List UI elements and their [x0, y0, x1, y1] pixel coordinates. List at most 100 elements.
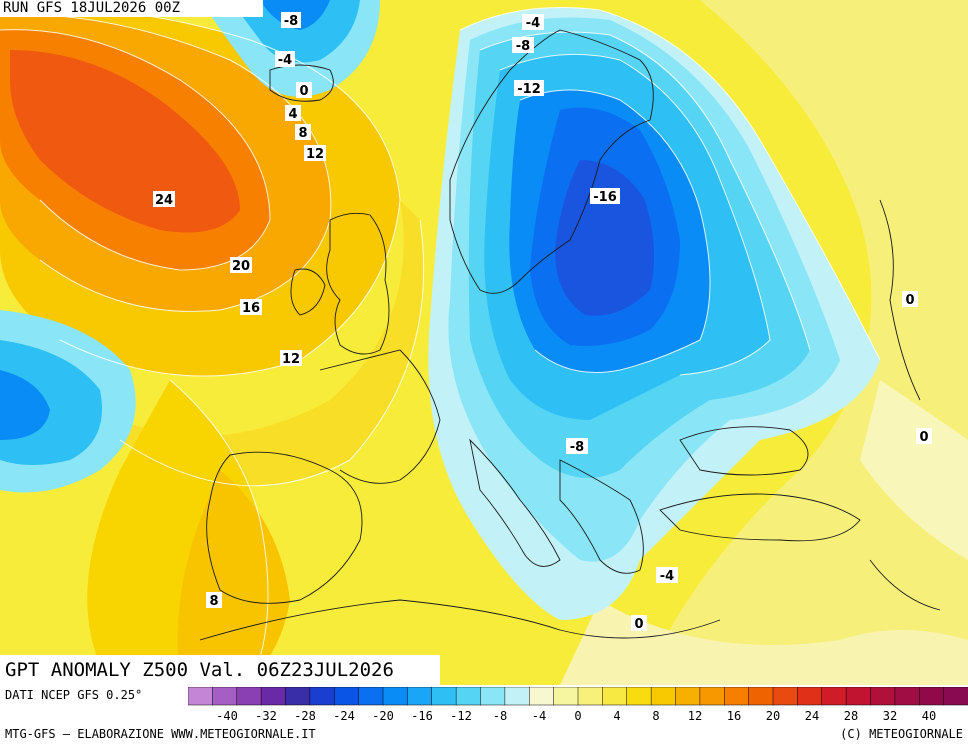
- color-scale-swatch: [919, 687, 945, 706]
- credit-right: (C) METEOGIORNALE: [840, 727, 963, 741]
- contour-label: 8: [206, 592, 222, 609]
- color-scale-swatch: [602, 687, 628, 706]
- anomaly-atlantic-12: [120, 200, 424, 486]
- color-scale-swatch: [407, 687, 433, 706]
- svg-text:-4: -4: [526, 16, 540, 31]
- color-scale-tick-label: 16: [726, 709, 742, 723]
- color-scale-swatch: [577, 687, 604, 706]
- color-scale-swatch: [236, 687, 262, 706]
- color-scale-swatch: [480, 687, 506, 706]
- svg-text:-4: -4: [660, 569, 674, 584]
- svg-text:0: 0: [634, 617, 643, 632]
- field-east-light: [640, 0, 968, 685]
- color-scale-swatch: [894, 687, 921, 706]
- color-scale-swatch: [188, 687, 214, 706]
- color-scale-swatch: [699, 687, 726, 706]
- color-scale-tick-label: -16: [411, 709, 433, 723]
- color-scale-swatch: [285, 687, 311, 706]
- color-scale-tick-label: -32: [255, 709, 277, 723]
- svg-text:0: 0: [905, 293, 914, 308]
- color-scale-swatch: [334, 687, 360, 706]
- svg-text:-8: -8: [570, 440, 584, 455]
- contour-label: -4: [656, 567, 678, 584]
- contour-label: 8: [295, 124, 311, 141]
- color-scale-tick-label: -20: [372, 709, 394, 723]
- anomaly-map: -8 -4 0 4 8 12 24 20 16 12 8 -4 -8 -12 -…: [0, 0, 968, 685]
- coastlines: [199, 29, 941, 641]
- contour-label-group: -8 -4 0 4 8 12 24 20 16 12 8 -4 -8 -12 -…: [153, 12, 932, 632]
- contour-label: 12: [304, 145, 326, 162]
- color-scale-swatch: [212, 687, 238, 706]
- color-scale-tick-label: 32: [882, 709, 898, 723]
- contour-label: -16: [590, 188, 620, 205]
- color-scale-swatch: [650, 687, 677, 706]
- svg-text:8: 8: [209, 594, 218, 609]
- svg-text:12: 12: [306, 147, 324, 162]
- color-scale-tick-label: -40: [216, 709, 238, 723]
- color-scale-tick-label: 12: [687, 709, 703, 723]
- svg-text:0: 0: [299, 84, 308, 99]
- color-scale-swatch: [724, 687, 750, 706]
- color-scale-tick-label: -8: [492, 709, 508, 723]
- svg-text:12: 12: [282, 352, 300, 367]
- svg-text:-8: -8: [284, 14, 298, 29]
- color-scale-swatch: [260, 687, 287, 706]
- color-scale-tick-label: -4: [531, 709, 547, 723]
- color-scale-swatch: [504, 687, 531, 706]
- contour-lines: [0, 7, 881, 685]
- contour-label: 0: [296, 82, 312, 99]
- color-scale-swatch: [431, 687, 457, 706]
- contour-label: -12: [514, 80, 544, 97]
- svg-text:-8: -8: [516, 39, 530, 54]
- svg-text:-4: -4: [278, 53, 292, 68]
- anomaly-europe-24: [555, 160, 654, 316]
- color-scale-swatch: [358, 687, 384, 706]
- svg-text:16: 16: [242, 301, 260, 316]
- color-scale-labels: -40 -32 -28 -24 -20 -16 -12 -8 -4 0 4 8 12 16 20 24 28 32…: [188, 709, 968, 725]
- color-scale-tick-label: 24: [804, 709, 820, 723]
- contour-label: -8: [512, 37, 534, 54]
- contour-label: -4: [522, 14, 544, 31]
- contour-label: -4: [275, 51, 295, 68]
- svg-text:0: 0: [919, 430, 928, 445]
- contour-label: 12: [280, 350, 302, 367]
- color-scale-swatch: [772, 687, 799, 706]
- field-east-pale: [860, 380, 968, 560]
- color-scale-tick-label: 0: [574, 709, 582, 723]
- color-scale-swatch: [870, 687, 896, 706]
- color-scale-swatch: [748, 687, 774, 706]
- svg-text:-16: -16: [593, 190, 617, 205]
- anomaly-atlantic-28: [10, 50, 240, 233]
- color-scale-swatch: [943, 687, 968, 706]
- contour-label: 16: [240, 299, 262, 316]
- anomaly-iberia-12: [177, 470, 290, 685]
- color-scale-swatch: [309, 687, 336, 706]
- map-title: GPT ANOMALY Z500 Val. 06Z23JUL2026: [0, 655, 440, 685]
- svg-text:-12: -12: [517, 82, 541, 97]
- field-southeast-pale: [560, 600, 968, 685]
- color-scale-bar: [188, 687, 968, 706]
- color-scale-swatch: [529, 687, 555, 706]
- contour-label: -8: [281, 12, 301, 29]
- color-scale-swatch: [845, 687, 872, 706]
- svg-text:4: 4: [288, 107, 297, 122]
- anomaly-west-atlantic-neg8: [0, 370, 50, 440]
- contour-label: 0: [902, 291, 918, 308]
- contour-label: 0: [916, 428, 932, 445]
- credit-left: MTG-GFS — ELABORAZIONE WWW.METEOGIORNALE…: [5, 727, 316, 741]
- contour-label: 0: [631, 615, 647, 632]
- svg-text:24: 24: [155, 193, 173, 208]
- svg-text:8: 8: [298, 126, 307, 141]
- color-scale-swatch: [821, 687, 847, 706]
- data-source-label: DATI NCEP GFS 0.25°: [5, 688, 143, 702]
- color-scale-swatch: [797, 687, 823, 706]
- color-scale-swatch: [553, 687, 579, 706]
- contour-label: 20: [230, 257, 252, 274]
- contour-label: 24: [153, 191, 175, 208]
- contour-label: -8: [566, 438, 588, 455]
- svg-text:20: 20: [232, 259, 250, 274]
- color-scale-swatch: [626, 687, 652, 706]
- color-scale-swatch: [382, 687, 409, 706]
- color-scale-tick-label: 28: [843, 709, 859, 723]
- color-scale-tick-label: 40: [921, 709, 937, 723]
